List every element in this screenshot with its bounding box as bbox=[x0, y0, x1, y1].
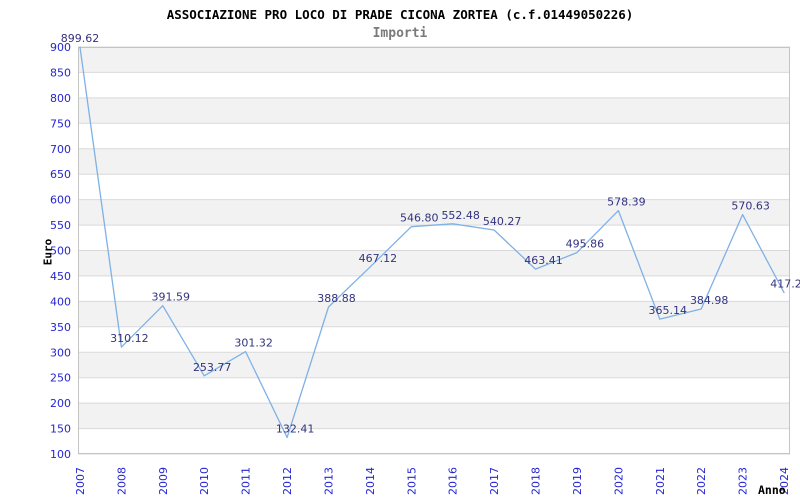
data-point-label: 391.59 bbox=[152, 291, 191, 304]
plot-band bbox=[78, 47, 790, 73]
data-point-label: 365.14 bbox=[649, 304, 688, 317]
y-tick-label: 250 bbox=[50, 372, 71, 385]
x-tick-label: 2009 bbox=[157, 467, 170, 495]
x-tick-label: 2022 bbox=[695, 467, 708, 495]
data-point-label: 310.12 bbox=[110, 332, 149, 345]
y-tick-label: 750 bbox=[50, 117, 71, 130]
data-series-line bbox=[79, 46, 785, 439]
x-tick-label: 2016 bbox=[447, 467, 460, 495]
y-tick-label: 900 bbox=[50, 41, 71, 54]
data-point-label: 495.86 bbox=[566, 238, 605, 251]
plot-band bbox=[78, 72, 790, 98]
data-point-label: 540.27 bbox=[483, 215, 522, 228]
x-tick-label: 2013 bbox=[322, 467, 335, 495]
plot-band bbox=[78, 225, 790, 251]
y-tick-label: 150 bbox=[50, 423, 71, 436]
data-point-label: 467.12 bbox=[359, 252, 398, 265]
y-tick-label: 300 bbox=[50, 346, 71, 359]
plot-band bbox=[78, 123, 790, 149]
plot-band bbox=[78, 250, 790, 276]
plot-band bbox=[78, 403, 790, 429]
data-point-label: 384.98 bbox=[690, 294, 729, 307]
plot-band bbox=[78, 275, 790, 302]
x-tick-label: 2021 bbox=[654, 467, 667, 495]
y-tick-label: 650 bbox=[50, 168, 71, 181]
y-tick-label: 450 bbox=[50, 270, 71, 283]
y-tick-label: 700 bbox=[50, 143, 71, 156]
plot-band bbox=[78, 148, 790, 175]
y-tick-label: 200 bbox=[50, 397, 71, 410]
plot-band bbox=[78, 428, 790, 454]
x-axis-title: Anno bbox=[758, 483, 786, 497]
chart-title: ASSOCIAZIONE PRO LOCO DI PRADE CICONA ZO… bbox=[166, 7, 634, 22]
chart-subtitle: Importi bbox=[372, 26, 428, 41]
x-tick-label: 2023 bbox=[737, 467, 750, 495]
x-tick-label: 2015 bbox=[405, 467, 418, 495]
x-tick-label: 2014 bbox=[364, 467, 377, 495]
x-tick-label: 2011 bbox=[240, 467, 253, 495]
data-point-label: 899.62 bbox=[61, 32, 100, 45]
y-tick-label: 550 bbox=[50, 219, 71, 232]
plot-band bbox=[78, 301, 790, 327]
data-point-label: 552.48 bbox=[441, 209, 480, 222]
x-tick-label: 2018 bbox=[530, 467, 543, 495]
plot-border bbox=[78, 47, 790, 454]
data-point-label: 301.32 bbox=[234, 337, 273, 350]
x-tick-label: 2020 bbox=[612, 467, 625, 495]
x-tick-label: 2010 bbox=[198, 467, 211, 495]
x-tick-label: 2017 bbox=[488, 467, 501, 495]
data-point-label: 417.2 bbox=[770, 278, 800, 291]
plot-band bbox=[78, 377, 790, 404]
x-tick-label: 2007 bbox=[74, 467, 87, 495]
plot-band bbox=[78, 352, 790, 378]
x-tick-label: 2024 bbox=[778, 467, 791, 495]
data-point-label: 463.41 bbox=[524, 254, 563, 267]
plot-band bbox=[78, 97, 790, 124]
x-tick-label: 2012 bbox=[281, 467, 294, 495]
y-tick-label: 100 bbox=[50, 448, 71, 461]
data-point-label: 546.80 bbox=[400, 212, 439, 225]
data-point-label: 578.39 bbox=[607, 196, 646, 209]
y-tick-label: 400 bbox=[50, 295, 71, 308]
plot-band bbox=[78, 326, 790, 353]
data-point-label: 388.88 bbox=[317, 292, 356, 305]
x-tick-label: 2008 bbox=[115, 467, 128, 495]
data-point-label: 253.77 bbox=[193, 361, 232, 374]
y-tick-label: 500 bbox=[50, 245, 71, 258]
plot-band bbox=[78, 174, 790, 200]
y-tick-label: 850 bbox=[50, 66, 71, 79]
y-tick-label: 800 bbox=[50, 92, 71, 105]
data-point-label: 132.41 bbox=[276, 423, 315, 436]
y-tick-label: 600 bbox=[50, 194, 71, 207]
x-tick-label: 2019 bbox=[571, 467, 584, 495]
plot-band bbox=[78, 199, 790, 225]
y-tick-label: 350 bbox=[50, 321, 71, 334]
y-axis-title: Euro bbox=[41, 238, 55, 266]
data-point-label: 570.63 bbox=[731, 200, 770, 213]
